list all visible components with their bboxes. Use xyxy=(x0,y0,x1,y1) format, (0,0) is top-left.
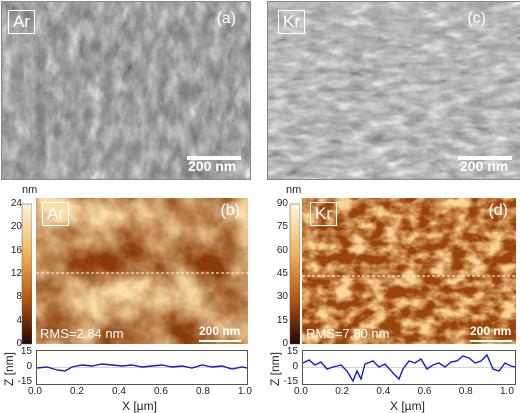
afm-image-ar: Ar (b) RMS=2.84 nm 200 nm xyxy=(36,198,248,344)
scale-text-b: 200 nm xyxy=(199,324,241,338)
colorbar-unit-b: nm xyxy=(22,184,38,196)
profile-ar-ytick-2: -15 xyxy=(17,376,32,387)
profile-ar-ytick-1: 0 xyxy=(26,361,32,372)
colorbar-d xyxy=(289,203,300,345)
rms-d: RMS=7.80 nm xyxy=(306,326,390,341)
panel-letter-d: (d) xyxy=(488,202,508,219)
profile-plot-kr xyxy=(302,350,516,385)
scale-bar-a xyxy=(187,156,241,160)
profile-kr-xtick-4: 0.8 xyxy=(458,386,473,397)
element-label-ar-sem: Ar xyxy=(8,10,35,34)
sem-texture-ar xyxy=(2,2,250,179)
element-label-kr-afm: Kr xyxy=(310,202,337,226)
profile-ar-xtick-0: 0.0 xyxy=(28,386,42,397)
colorbar-d-tick-3: 45 xyxy=(276,268,288,279)
profile-kr-ytick-2: -15 xyxy=(283,376,298,387)
profile-kr-xtick-0: 0.0 xyxy=(294,386,308,397)
colorbar-d-tick-6: 0 xyxy=(282,338,288,349)
scale-text-d: 200 nm xyxy=(470,324,512,338)
profile-ar-xtick-5: 1.0 xyxy=(238,386,252,397)
profile-kr-xtick-5: 1.0 xyxy=(500,386,514,397)
colorbar-d-tick-5: 15 xyxy=(276,314,288,326)
element-label-ar-afm: Ar xyxy=(42,202,69,226)
rms-b: RMS=2.84 nm xyxy=(40,326,124,341)
afm-texture-ar xyxy=(36,198,248,344)
scale-text-c: 200 nm xyxy=(460,158,509,174)
colorbar-d-tick-2: 60 xyxy=(276,244,288,256)
afm-texture-kr xyxy=(302,198,516,344)
colorbar-b-tick-2: 16 xyxy=(10,244,22,256)
colorbar-d-tick-0: 90 xyxy=(276,198,288,209)
panel-letter-b: (b) xyxy=(220,202,240,219)
panel-letter-a: (a) xyxy=(216,10,236,27)
profile-kr-ytick-0: 15 xyxy=(286,346,298,357)
panel-letter-c: (c) xyxy=(467,10,486,27)
profile-kr-xtick-3: 0.6 xyxy=(417,386,432,397)
sem-image-kr: Kr (c) 200 nm xyxy=(267,1,520,180)
colorbar-b-tick-6: 0 xyxy=(16,338,22,349)
colorbar-b-tick-5: 4 xyxy=(16,314,22,326)
profile-xlabel-left: X [µm] xyxy=(122,399,157,413)
colorbar-b-tick-0: 24 xyxy=(10,198,22,209)
profile-ar-xtick-1: 0.2 xyxy=(70,386,84,397)
colorbar-d-tick-1: 75 xyxy=(276,221,288,233)
colorbar-b-tick-3: 12 xyxy=(10,268,22,279)
colorbar-b-tick-4: 8 xyxy=(16,291,22,303)
sem-image-ar: Ar (a) 200 nm xyxy=(1,1,251,180)
profile-kr-xtick-1: 0.2 xyxy=(335,386,350,397)
profile-kr-xtick-2: 0.4 xyxy=(376,386,391,397)
colorbar-unit-d: nm xyxy=(286,184,302,196)
profile-ar-xtick-3: 0.6 xyxy=(154,386,168,397)
colorbar-d-tick-4: 30 xyxy=(276,291,288,303)
afm-image-kr: Kr (d) RMS=7.80 nm 200 nm xyxy=(302,198,516,344)
profile-ar-ytick-0: 15 xyxy=(20,346,32,357)
colorbar-b-tick-1: 20 xyxy=(10,221,22,233)
scale-bar-c xyxy=(458,156,512,160)
profile-kr-ytick-1: 0 xyxy=(292,361,298,372)
scale-bar-b xyxy=(199,340,241,342)
profile-ar-xtick-4: 0.8 xyxy=(196,386,210,397)
scale-text-a: 200 nm xyxy=(188,158,237,174)
profile-plot-ar xyxy=(36,350,248,385)
element-label-kr-sem: Kr xyxy=(278,10,305,34)
sem-texture-kr xyxy=(268,2,520,179)
profile-ar-xtick-2: 0.4 xyxy=(112,386,126,397)
scale-bar-d xyxy=(470,340,512,342)
profile-xlabel-right: X [µm] xyxy=(390,399,425,413)
colorbar-b xyxy=(21,203,32,345)
